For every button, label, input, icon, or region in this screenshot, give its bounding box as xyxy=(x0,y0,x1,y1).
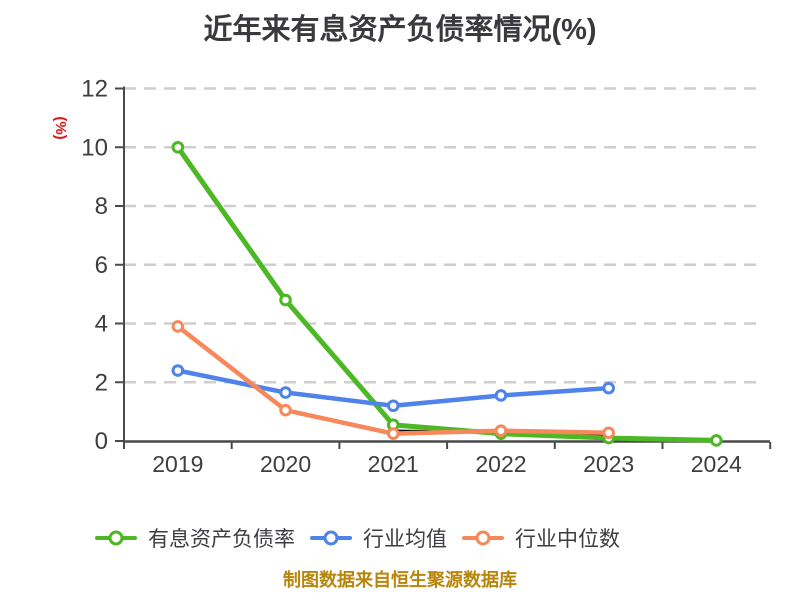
legend-line-marker-icon xyxy=(462,530,504,546)
y-tick-label: 6 xyxy=(95,252,108,279)
legend-label: 有息资产负债率 xyxy=(148,528,295,551)
y-tick-label: 2 xyxy=(95,369,108,396)
x-tick-label: 2020 xyxy=(260,451,311,477)
legend-label: 行业中位数 xyxy=(515,528,620,551)
data-point-marker xyxy=(602,426,615,440)
data-point-marker xyxy=(494,389,508,402)
legend: 有息资产负债率 行业均值 行业中位数 xyxy=(0,518,800,558)
data-point-marker xyxy=(279,386,292,399)
data-point-marker xyxy=(386,399,400,413)
legend-item: 行业中位数 xyxy=(462,523,620,553)
data-point-marker xyxy=(710,434,723,447)
data-point-marker xyxy=(386,427,400,440)
y-tick-label: 0 xyxy=(95,428,108,455)
chart-title: 近年来有息资产负债率情况(%) xyxy=(203,14,597,46)
x-tick-label: 2022 xyxy=(475,451,526,477)
data-point-marker xyxy=(279,293,292,307)
series-line-0 xyxy=(175,144,719,443)
legend-circle-icon xyxy=(323,530,339,546)
y-tick-label: 8 xyxy=(95,193,108,220)
y-tick-label: 12 xyxy=(81,76,108,103)
series-line-2 xyxy=(175,324,611,436)
legend-circle-icon xyxy=(475,530,491,546)
y-tick-label: 10 xyxy=(81,134,108,161)
x-tick-label: 2024 xyxy=(691,451,742,477)
legend-line-marker-icon xyxy=(310,530,352,546)
plot-area: 0 2 4 6 8 10 12 2019 2020 2021 2022 2023 2024 xyxy=(81,76,772,477)
data-point-marker xyxy=(171,320,185,333)
data-source-credit: 制图数据来自恒生聚源数据库 xyxy=(283,570,517,590)
legend-circle-icon xyxy=(108,530,124,546)
data-point-marker xyxy=(171,140,185,154)
legend-line-marker-icon xyxy=(95,530,137,546)
legend-item: 有息资产负债率 xyxy=(95,523,295,553)
x-tick-label: 2019 xyxy=(152,451,203,477)
legend-label: 行业均值 xyxy=(363,528,447,551)
data-point-marker xyxy=(279,403,292,417)
x-tick-label: 2021 xyxy=(368,451,419,477)
data-point-marker xyxy=(602,381,615,395)
data-point-marker xyxy=(171,364,185,377)
data-point-marker xyxy=(494,424,508,438)
x-tick-label: 2023 xyxy=(583,451,634,477)
legend-item: 行业均值 xyxy=(310,523,447,553)
y-tick-label: 4 xyxy=(95,311,108,338)
